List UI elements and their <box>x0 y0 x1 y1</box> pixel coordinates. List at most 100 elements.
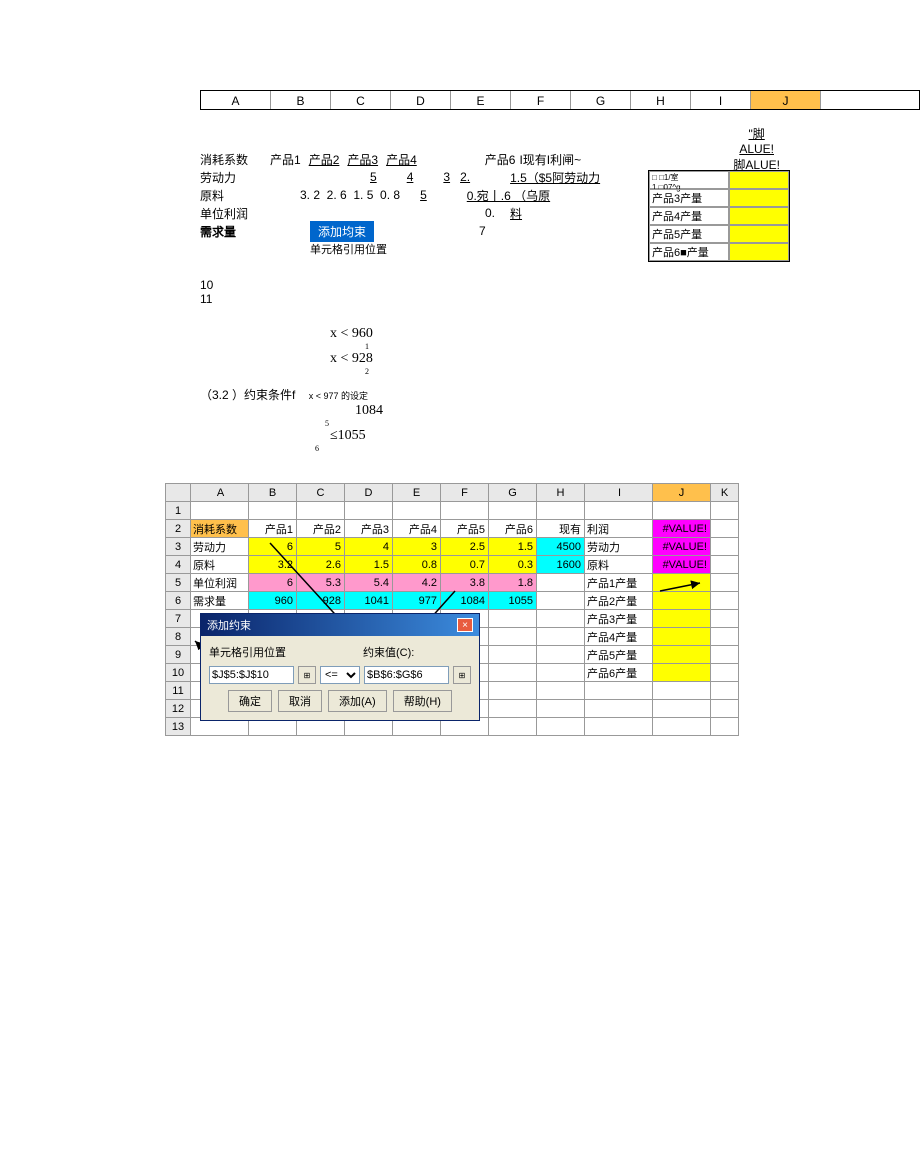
cell[interactable] <box>653 682 711 700</box>
cell[interactable]: 1055 <box>489 592 537 610</box>
cell[interactable] <box>489 718 537 736</box>
cell[interactable]: 产品2产量 <box>585 592 653 610</box>
ref-picker-icon-2[interactable]: ⊞ <box>453 666 471 684</box>
cell[interactable] <box>711 574 739 592</box>
row-header[interactable]: 9 <box>166 646 191 664</box>
cell[interactable]: 0.8 <box>393 556 441 574</box>
cell[interactable]: #VALUE! <box>653 538 711 556</box>
col-K[interactable]: K <box>711 484 739 502</box>
constraint-input[interactable] <box>364 666 449 684</box>
cell[interactable]: 劳动力 <box>191 538 249 556</box>
row-header[interactable]: 12 <box>166 700 191 718</box>
ok-button[interactable]: 确定 <box>228 690 272 712</box>
cell[interactable]: 1084 <box>441 592 489 610</box>
cell[interactable]: 1.5 <box>345 556 393 574</box>
cell[interactable] <box>653 628 711 646</box>
cell[interactable]: 单位利润 <box>191 574 249 592</box>
add-button[interactable]: 添加(A) <box>328 690 387 712</box>
cell[interactable] <box>653 700 711 718</box>
col-G[interactable]: G <box>489 484 537 502</box>
cell[interactable]: 1.5 <box>489 538 537 556</box>
cell[interactable]: 产品3产量 <box>585 610 653 628</box>
cell[interactable]: #VALUE! <box>653 556 711 574</box>
cell[interactable]: 1600 <box>537 556 585 574</box>
cell[interactable]: 产品6 <box>489 520 537 538</box>
row-header[interactable]: 10 <box>166 664 191 682</box>
cell[interactable] <box>711 502 739 520</box>
help-button[interactable]: 帮助(H) <box>393 690 452 712</box>
cell[interactable] <box>711 718 739 736</box>
cell[interactable] <box>711 520 739 538</box>
cell[interactable] <box>537 646 585 664</box>
cell[interactable] <box>711 610 739 628</box>
cell[interactable] <box>711 682 739 700</box>
cell[interactable]: 5 <box>297 538 345 556</box>
cell[interactable]: 产品1 <box>249 520 297 538</box>
row-header[interactable]: 3 <box>166 538 191 556</box>
cell[interactable]: 4 <box>345 538 393 556</box>
cell-ref-input[interactable] <box>209 666 294 684</box>
cell[interactable] <box>653 574 711 592</box>
cell[interactable] <box>585 682 653 700</box>
cell[interactable]: 产品4产量 <box>585 628 653 646</box>
cell[interactable]: 6 <box>249 574 297 592</box>
col-C[interactable]: C <box>297 484 345 502</box>
cell[interactable] <box>441 502 489 520</box>
cell[interactable] <box>711 592 739 610</box>
cell[interactable] <box>345 502 393 520</box>
cell[interactable] <box>537 592 585 610</box>
cell[interactable] <box>585 502 653 520</box>
cell[interactable] <box>191 502 249 520</box>
cell[interactable]: 产品5产量 <box>585 646 653 664</box>
cell[interactable] <box>653 718 711 736</box>
cell[interactable] <box>585 700 653 718</box>
cell[interactable]: 原料 <box>585 556 653 574</box>
cell[interactable]: 产品4 <box>393 520 441 538</box>
cell[interactable] <box>653 610 711 628</box>
cell[interactable]: 劳动力 <box>585 538 653 556</box>
col-J[interactable]: J <box>653 484 711 502</box>
cell[interactable] <box>537 700 585 718</box>
cell[interactable]: 1041 <box>345 592 393 610</box>
cell[interactable] <box>249 502 297 520</box>
cell[interactable]: 977 <box>393 592 441 610</box>
row-header[interactable]: 1 <box>166 502 191 520</box>
row-header[interactable]: 2 <box>166 520 191 538</box>
cell[interactable]: 5.4 <box>345 574 393 592</box>
cell[interactable] <box>489 610 537 628</box>
row-header[interactable]: 13 <box>166 718 191 736</box>
cell[interactable]: #VALUE! <box>653 520 711 538</box>
col-H[interactable]: H <box>537 484 585 502</box>
col-F[interactable]: F <box>441 484 489 502</box>
row-header[interactable]: 8 <box>166 628 191 646</box>
cell[interactable] <box>653 664 711 682</box>
cell[interactable] <box>537 610 585 628</box>
cell[interactable] <box>537 682 585 700</box>
col-B[interactable]: B <box>249 484 297 502</box>
row-header[interactable]: 4 <box>166 556 191 574</box>
cell[interactable] <box>585 718 653 736</box>
cell[interactable] <box>653 592 711 610</box>
cell[interactable]: 利润 <box>585 520 653 538</box>
cell[interactable] <box>489 682 537 700</box>
row-header[interactable]: 11 <box>166 682 191 700</box>
ref-picker-icon[interactable]: ⊞ <box>298 666 316 684</box>
col-I[interactable]: I <box>585 484 653 502</box>
cell[interactable] <box>489 628 537 646</box>
col-E[interactable]: E <box>393 484 441 502</box>
cell[interactable]: 产品2 <box>297 520 345 538</box>
cell[interactable]: 4500 <box>537 538 585 556</box>
cell[interactable]: 2.6 <box>297 556 345 574</box>
cell[interactable] <box>537 574 585 592</box>
cell[interactable]: 1.8 <box>489 574 537 592</box>
cell[interactable]: 产品6产量 <box>585 664 653 682</box>
cell[interactable] <box>537 502 585 520</box>
row-header[interactable]: 6 <box>166 592 191 610</box>
cell[interactable]: 现有 <box>537 520 585 538</box>
cell[interactable] <box>297 502 345 520</box>
cell[interactable]: 0.7 <box>441 556 489 574</box>
cell[interactable] <box>489 502 537 520</box>
cell[interactable]: 928 <box>297 592 345 610</box>
cell[interactable] <box>489 700 537 718</box>
row-header[interactable]: 5 <box>166 574 191 592</box>
